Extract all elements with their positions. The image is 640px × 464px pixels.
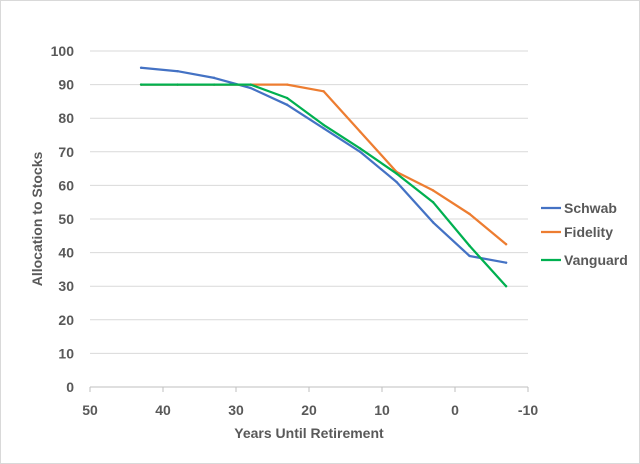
data-point-vanguard: [395, 172, 398, 175]
x-tick-label: 10: [374, 402, 390, 418]
y-tick-label: 0: [66, 379, 74, 395]
data-point-schwab: [504, 261, 508, 264]
data-point-schwab: [468, 254, 471, 258]
data-point-fidelity: [358, 130, 362, 133]
data-point-schwab: [395, 180, 398, 184]
data-point-schwab: [358, 150, 362, 153]
data-point-fidelity: [504, 243, 508, 246]
x-tick-label: 0: [451, 402, 459, 418]
data-point-vanguard: [431, 201, 435, 204]
series-line-schwab: [139, 66, 508, 264]
data-point-schwab: [249, 86, 252, 90]
x-tick-label: 50: [82, 402, 98, 418]
data-point-vanguard: [468, 244, 471, 248]
x-tick-labels: 50 40 30 20 10 0 -10: [82, 402, 538, 418]
y-tick-label: 20: [58, 312, 74, 328]
data-point-schwab: [322, 127, 325, 130]
data-point-vanguard: [139, 83, 143, 86]
data-point-vanguard: [358, 147, 362, 150]
data-point-fidelity: [285, 83, 289, 86]
y-tick-label: 60: [58, 177, 74, 193]
legend-label-fidelity: Fidelity: [564, 224, 613, 240]
x-tick-label: 20: [301, 402, 317, 418]
data-point-schwab: [285, 103, 289, 106]
data-point-vanguard: [504, 285, 508, 288]
y-tick-label: 100: [51, 43, 75, 59]
legend-label-vanguard: Vanguard: [564, 252, 628, 268]
legend: Schwab Fidelity Vanguard: [541, 200, 628, 268]
y-tick-label: 50: [58, 211, 74, 227]
legend-label-schwab: Schwab: [564, 200, 617, 216]
data-point-fidelity: [322, 90, 325, 93]
series-lines: [139, 66, 508, 288]
data-point-vanguard: [176, 83, 179, 86]
y-tick-label: 70: [58, 144, 74, 160]
data-point-schwab: [176, 69, 179, 73]
data-point-schwab: [212, 76, 216, 80]
gridlines: [90, 50, 528, 354]
x-tick-label: 40: [155, 402, 171, 418]
data-point-vanguard: [285, 96, 289, 100]
y-tick-label: 90: [58, 77, 74, 93]
y-tick-label: 30: [58, 278, 74, 294]
data-point-schwab: [431, 221, 435, 224]
data-point-vanguard: [322, 123, 325, 127]
x-tick-label: -10: [518, 402, 538, 418]
x-axis-title: Years Until Retirement: [234, 425, 384, 441]
series-line-fidelity: [139, 83, 508, 246]
data-point-fidelity: [468, 212, 471, 216]
data-point-vanguard: [212, 83, 216, 86]
y-tick-labels: 0 10 20 30 40 50 60 70 80 90 100: [51, 43, 75, 395]
axes: [89, 386, 529, 392]
y-axis-title: Allocation to Stocks: [29, 152, 45, 287]
data-point-fidelity: [431, 189, 435, 192]
y-tick-label: 10: [58, 345, 74, 361]
y-tick-label: 40: [58, 245, 74, 261]
data-point-schwab: [139, 66, 143, 70]
x-tick-label: 30: [228, 402, 244, 418]
data-point-vanguard: [249, 83, 252, 86]
y-tick-label: 80: [58, 110, 74, 126]
